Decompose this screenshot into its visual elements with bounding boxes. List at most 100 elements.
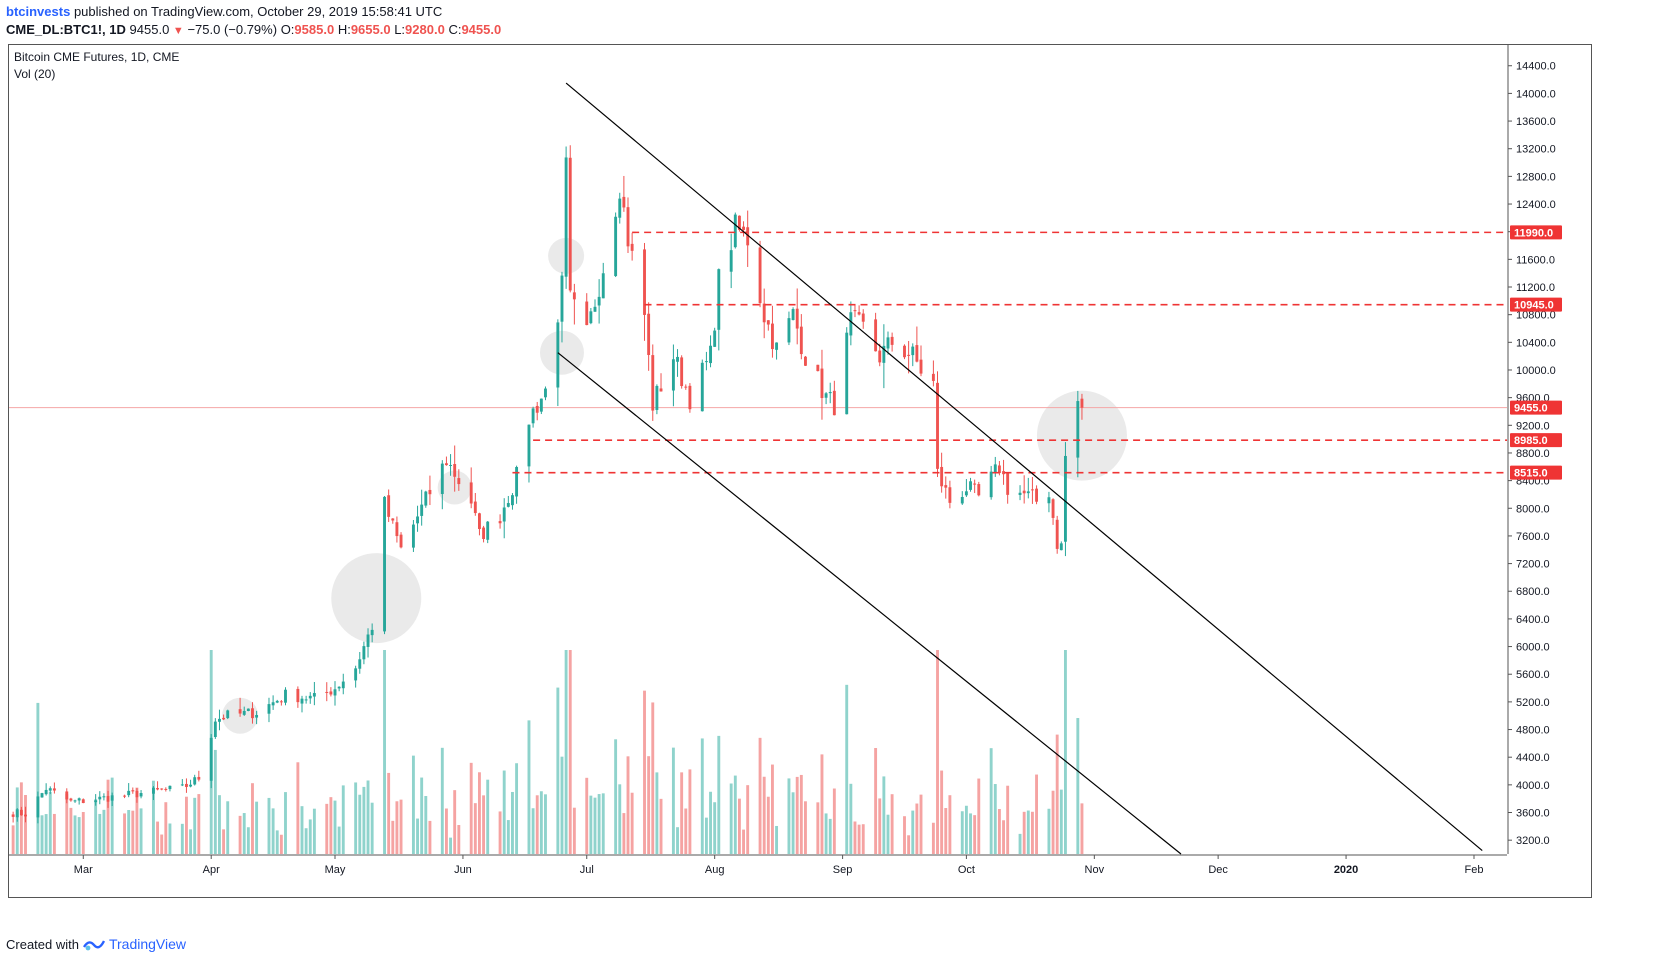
volume-bar bbox=[275, 830, 279, 854]
level-label-bg bbox=[1510, 433, 1562, 448]
candle-body bbox=[226, 710, 230, 719]
candle-body bbox=[329, 691, 333, 695]
candle-body bbox=[131, 790, 135, 792]
candle-body bbox=[94, 800, 98, 803]
volume-bar bbox=[890, 794, 894, 854]
volume-bar bbox=[931, 822, 935, 854]
candle-body bbox=[511, 495, 514, 506]
volume-bar bbox=[449, 837, 453, 854]
candle-body bbox=[1022, 490, 1026, 494]
candle-body bbox=[568, 157, 572, 291]
volume-bar bbox=[69, 807, 73, 854]
volume-bar bbox=[704, 817, 708, 854]
volume-bar bbox=[688, 769, 692, 854]
volume-bar bbox=[94, 799, 98, 854]
horizontal-levels bbox=[512, 231, 1507, 474]
last-price: 9455.0 bbox=[129, 22, 170, 37]
volume-bar bbox=[535, 795, 539, 854]
price-tick-label: 5600.0 bbox=[1516, 669, 1550, 681]
volume-bar bbox=[601, 793, 605, 854]
candle-body bbox=[160, 788, 164, 790]
volume-bar bbox=[325, 803, 329, 854]
candle-body bbox=[73, 800, 77, 802]
volume-bar bbox=[1080, 803, 1084, 854]
volume-bar bbox=[193, 797, 197, 854]
volume-bar bbox=[19, 782, 23, 854]
candle-body bbox=[106, 795, 110, 802]
candle-body bbox=[676, 356, 679, 362]
volume-bar bbox=[729, 783, 733, 854]
publish-line: btcinvests published on TradingView.com,… bbox=[6, 4, 442, 19]
volume-bar bbox=[440, 747, 444, 854]
volume-bar bbox=[40, 815, 44, 854]
candle-body bbox=[1063, 455, 1067, 542]
volume-bar bbox=[156, 821, 160, 854]
volume-bar bbox=[131, 810, 135, 854]
candle-body bbox=[787, 318, 791, 343]
symbol-label: CME_DL:BTC1!, 1D bbox=[6, 22, 126, 37]
volume-bar bbox=[1026, 810, 1030, 854]
candle-body bbox=[589, 311, 593, 324]
volume-bar bbox=[849, 783, 853, 854]
candle-body bbox=[997, 465, 1001, 474]
volume-bar bbox=[424, 796, 428, 854]
volume-bar bbox=[341, 785, 345, 854]
volume-bar bbox=[226, 801, 230, 854]
volume-bar bbox=[36, 702, 40, 854]
volume-bar bbox=[267, 797, 271, 854]
price-axis[interactable]: 3200.0 3600.0 4000.0 4400.0 4800.0 5200.0 5600… bbox=[1507, 45, 1562, 854]
candle-body bbox=[585, 301, 589, 326]
volume-bar bbox=[110, 777, 114, 854]
candle-body bbox=[337, 686, 341, 689]
volume-bar bbox=[878, 798, 882, 854]
candle-body bbox=[684, 386, 688, 388]
candle-body bbox=[601, 273, 605, 299]
highlight-circle bbox=[331, 553, 422, 644]
volume-bar bbox=[593, 797, 597, 854]
candle-body bbox=[989, 471, 993, 498]
volume-bar bbox=[123, 813, 126, 854]
volume-bar bbox=[680, 772, 684, 854]
volume-bar bbox=[329, 797, 333, 854]
volume-bar bbox=[527, 720, 531, 854]
volume-bar bbox=[300, 806, 304, 854]
candle-body bbox=[1055, 519, 1059, 549]
volume-bar bbox=[775, 825, 779, 854]
candle-body bbox=[1002, 471, 1005, 475]
candle-body bbox=[40, 793, 44, 798]
candle-body bbox=[828, 392, 832, 394]
candle-body bbox=[746, 227, 750, 246]
volume-bar bbox=[77, 817, 81, 854]
candle-body bbox=[762, 303, 766, 323]
volume-bar bbox=[564, 650, 568, 854]
open-value: 9585.0 bbox=[294, 22, 335, 37]
price-tick-label: 11200.0 bbox=[1516, 282, 1555, 294]
candle-body bbox=[502, 507, 506, 522]
volume-bar bbox=[973, 815, 977, 854]
candle-body bbox=[358, 659, 362, 669]
volume-bar bbox=[486, 779, 490, 854]
volume-bar bbox=[572, 807, 576, 854]
candle-body bbox=[515, 467, 519, 497]
candle-body bbox=[506, 503, 510, 507]
price-tick-label: 13200.0 bbox=[1516, 144, 1556, 156]
volume-bar bbox=[940, 770, 944, 854]
candle-body bbox=[960, 497, 964, 504]
time-axis[interactable]: Mar Apr May Jun Jul Aug Sep Oct Nov Dec 2020 Feb bbox=[9, 854, 1507, 876]
price-tick-label: 10800.0 bbox=[1516, 310, 1556, 322]
tradingview-brand-link[interactable]: TradingView bbox=[108, 936, 187, 952]
volume-bar bbox=[139, 808, 143, 854]
candle-body bbox=[544, 388, 547, 398]
time-tick-label: Sep bbox=[833, 864, 853, 876]
level-label: 10945.0 bbox=[1514, 300, 1554, 312]
author-link[interactable]: btcinvests bbox=[6, 4, 71, 19]
volume-bar bbox=[420, 777, 424, 854]
volume-bar bbox=[614, 739, 618, 854]
time-tick-label: Apr bbox=[203, 864, 220, 876]
candle-body bbox=[766, 320, 770, 325]
low-value: 9280.0 bbox=[405, 22, 445, 37]
volume-bar bbox=[1002, 820, 1005, 854]
candle-body bbox=[391, 518, 395, 521]
volume-bar bbox=[684, 808, 688, 854]
